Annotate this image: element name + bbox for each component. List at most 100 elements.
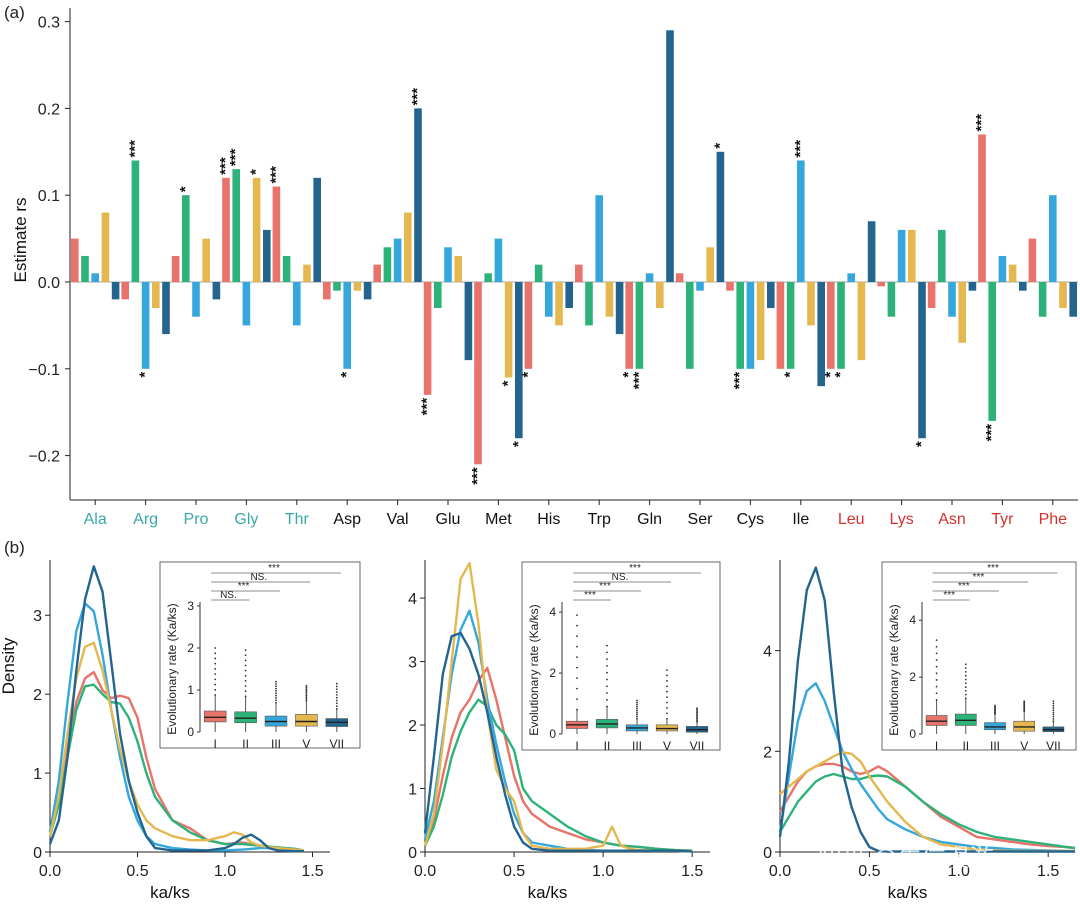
x-axis-title: ka/ks: [528, 883, 568, 902]
bar-leu-iii: [847, 273, 855, 282]
bar-trp-v: [605, 282, 614, 317]
bar-ile-v: [807, 282, 815, 326]
category-label-pro: Pro: [184, 511, 209, 528]
inset-outlier-ii: [244, 669, 247, 672]
inset-outlier-iii: [636, 717, 638, 720]
inset-x-tick-label: I: [214, 737, 217, 751]
y-axis-title: Density: [0, 637, 18, 694]
bar-lys-ii: [887, 282, 896, 317]
inset-outlier-v: [666, 690, 668, 693]
inset-outlier-i: [576, 624, 578, 627]
bar-pro-v: [202, 238, 210, 282]
bar-val-ii: [383, 247, 392, 282]
inset-outlier-v: [305, 689, 308, 692]
panel-label-b: (b): [4, 538, 25, 557]
inset-outlier-v: [305, 691, 308, 694]
inset-comparison-label: ***: [238, 581, 250, 592]
density-plot-1: 0.0 0.5 1.0 1.5 0 1 2 3 ka/ks Density 0 1 2 3 Evolutio…: [0, 560, 361, 902]
inset-outlier-v: [305, 684, 308, 687]
significance-marker: *: [510, 441, 527, 447]
inset-comparison-label: ***: [599, 581, 611, 592]
significance-marker: *: [832, 372, 849, 378]
category-label-arg: Arg: [133, 511, 158, 528]
significance-marker: ***: [973, 114, 990, 132]
inset-outlier-v: [666, 679, 668, 682]
bar-ala-vii: [111, 282, 120, 300]
bar-asp-vii: [363, 282, 372, 300]
inset-outlier-iii: [636, 699, 638, 702]
bar-arg-iii: [141, 282, 150, 369]
category-label-thr: Thr: [285, 511, 310, 528]
bar-met-i: [474, 282, 482, 465]
inset-x-tick-label: V: [302, 737, 310, 751]
bar-tyr-i: [978, 134, 986, 282]
bar-gln-ii: [635, 282, 644, 369]
inset-comparison-label: NS.: [250, 572, 267, 583]
inset-outlier-vii: [696, 710, 698, 713]
inset-outlier-i: [214, 694, 217, 696]
inset-outlier-iii: [636, 701, 638, 704]
inset-outlier-i: [935, 698, 938, 701]
inset-outlier-iii: [636, 709, 638, 712]
bar-asp-iii: [343, 282, 351, 369]
inset-outlier-i: [576, 677, 578, 680]
inset-outlier-i: [214, 673, 217, 676]
bar-trp-i: [575, 264, 583, 282]
bar-tyr-vii: [1019, 282, 1027, 291]
inset-outlier-ii: [964, 682, 967, 685]
significance-marker: ***: [409, 88, 426, 106]
inset-y-axis-title: Evolutionary rate (Ka/ks): [887, 604, 901, 735]
y-tick-label: 1: [408, 782, 417, 799]
bar-tyr-ii: [988, 282, 996, 421]
inset-outlier-vii: [335, 696, 338, 699]
inset-frame: [521, 561, 721, 751]
inset-outlier-ii: [606, 671, 608, 674]
inset-outlier-v: [1023, 700, 1026, 703]
bar-gln-iii: [645, 273, 654, 282]
bar-gln-v: [656, 282, 664, 309]
bar-tyr-iii: [998, 255, 1007, 282]
bar-lys-v: [908, 229, 916, 282]
bar-ser-iii: [696, 282, 704, 291]
bar-tyr-v: [1008, 264, 1017, 282]
inset-outlier-iii: [275, 683, 277, 685]
bar-cys-vii: [767, 282, 775, 309]
inset-outlier-ii: [244, 695, 247, 698]
inset-box-iii: [984, 722, 1006, 731]
inset-outlier-i: [935, 685, 938, 688]
inset-outlier-vii: [335, 705, 338, 707]
bar-thr-ii: [282, 255, 291, 282]
bar-asn-ii: [938, 229, 946, 282]
inset-outlier-ii: [964, 667, 967, 670]
inset-y-tick-label: 4: [549, 605, 556, 619]
inset-outlier-v: [666, 717, 668, 720]
x-tick-label: 1.0: [592, 863, 614, 880]
bar-val-i: [373, 264, 381, 282]
y-tick-label: 2: [408, 718, 417, 735]
category-label-lys: Lys: [889, 511, 913, 528]
inset-outlier-vii: [1052, 718, 1055, 720]
inset-outlier-iii: [275, 701, 277, 704]
bar-glu-v: [454, 255, 462, 282]
bar-gln-i: [625, 282, 633, 369]
bar-trp-iii: [595, 195, 603, 282]
inset-x-tick-label: I: [935, 739, 938, 753]
bar-ala-iii: [91, 273, 99, 282]
inset-outlier-iii: [636, 707, 638, 710]
significance-marker: ***: [217, 157, 234, 175]
inset-outlier-ii: [964, 670, 967, 673]
inset-outlier-ii: [606, 658, 608, 661]
y-tick-label: 2: [763, 744, 772, 761]
bar-asn-v: [958, 282, 966, 343]
inset-outlier-vii: [1052, 702, 1055, 705]
inset-outlier-vii: [1052, 720, 1055, 723]
inset-outlier-i: [935, 692, 938, 695]
inset-outlier-iii: [275, 697, 277, 699]
inset-comparison-label: ***: [629, 563, 641, 574]
inset-frame: [159, 561, 361, 749]
significance-marker: *: [913, 441, 930, 447]
bar-glu-i: [423, 282, 432, 395]
inset-outlier-v: [305, 694, 308, 697]
inset-outlier-vii: [696, 708, 698, 711]
